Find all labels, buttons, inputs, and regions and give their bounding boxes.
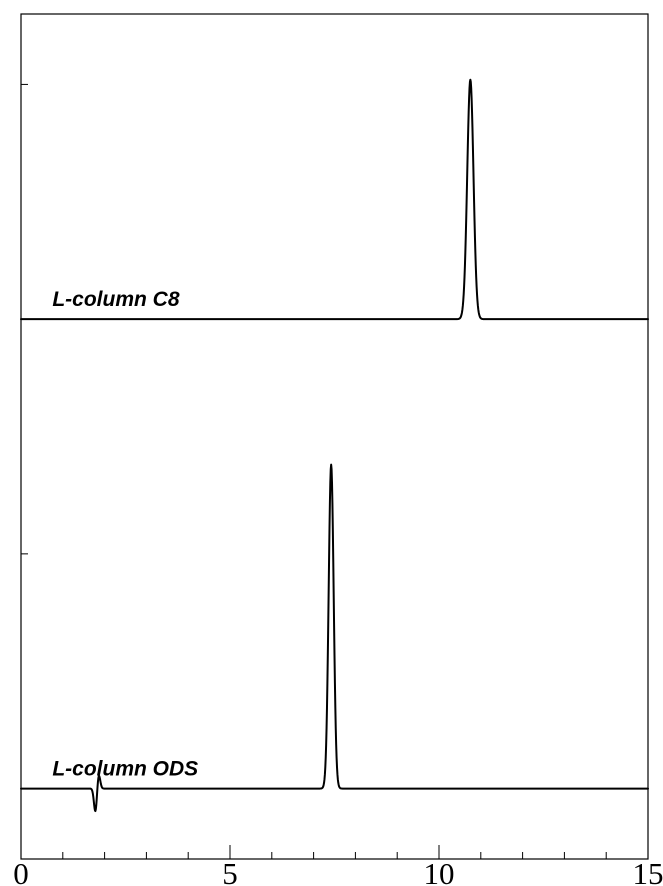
y-axis-ticks [21,83,28,790]
x-tick-label: 10 [424,856,455,886]
series-labels: L-column C8 L-column ODS [52,288,198,780]
series-label-1: L-column C8 [52,288,179,311]
x-axis-ticks [20,845,649,859]
x-tick-label: 5 [222,856,238,886]
series-traces [20,78,649,813]
series-line-1 [20,78,649,321]
x-tick-label: 15 [633,856,663,886]
series-line-2 [20,463,649,813]
x-axis-tick-labels: 0 5 10 15 [13,856,663,886]
series-label-2: L-column ODS [52,758,198,781]
plot-frame [20,13,649,860]
x-tick-label: 0 [13,856,29,886]
